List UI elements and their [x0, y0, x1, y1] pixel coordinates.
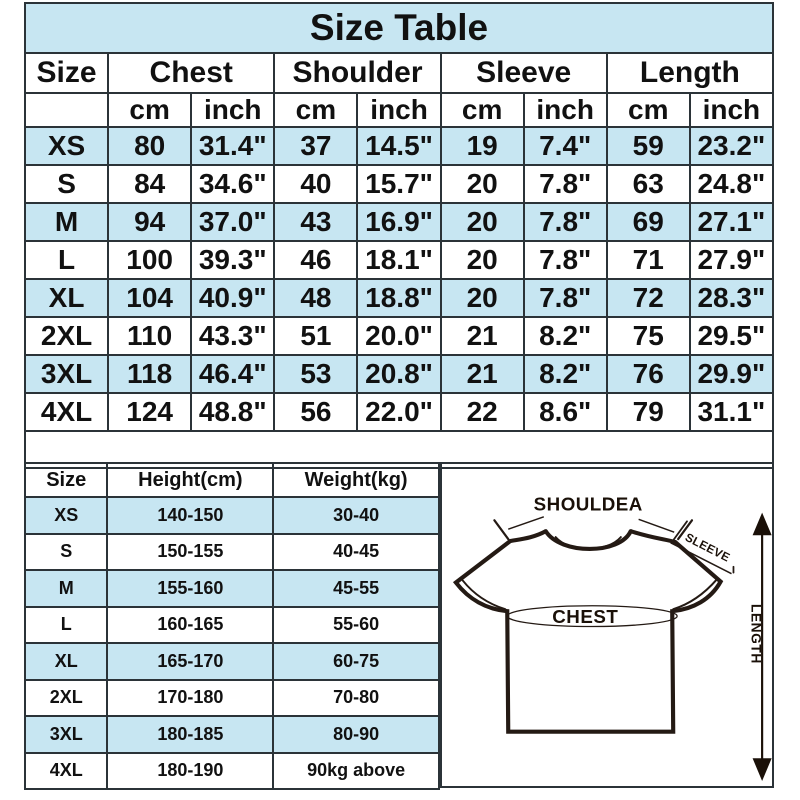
svg-text:SLEEVE: SLEEVE	[683, 530, 733, 564]
svg-text:CHEST: CHEST	[552, 606, 618, 627]
svg-text:SHOULDEA: SHOULDEA	[534, 493, 643, 514]
